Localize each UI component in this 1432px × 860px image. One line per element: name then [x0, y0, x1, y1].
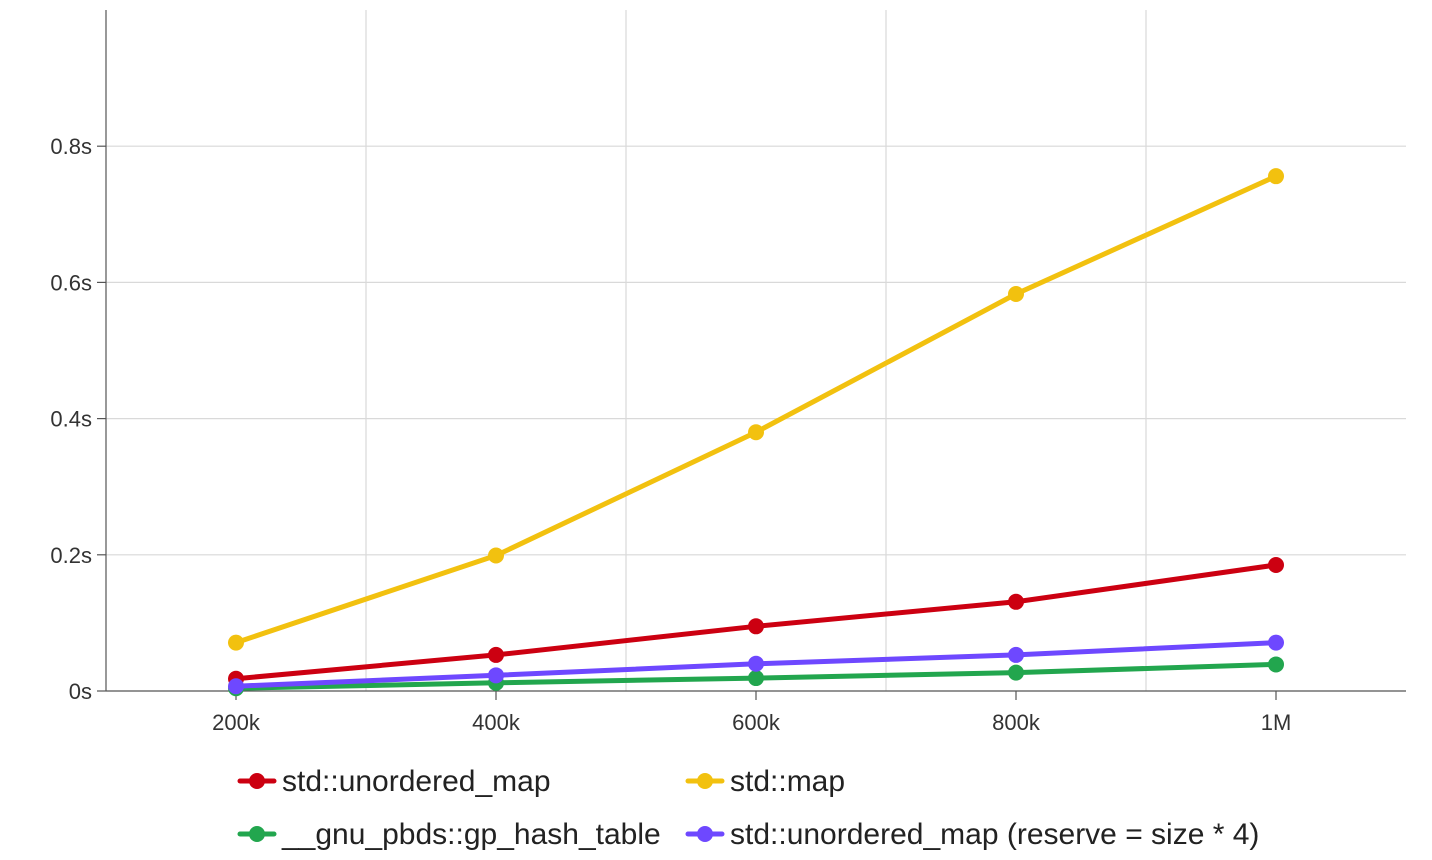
data-point: [1268, 634, 1284, 651]
legend-label: std::map: [730, 765, 845, 798]
legend-item-0[interactable]: std::unordered_map: [237, 765, 551, 798]
data-point: [488, 667, 504, 684]
axis-layer: 0s 0.2s 0.4s 0.6s 0.8s 200k 400k 600k 800k 1M: [50, 10, 1406, 735]
data-point: [748, 618, 764, 635]
data-point: [1008, 664, 1024, 681]
x-tick-label: 200k: [212, 710, 261, 735]
data-point: [1268, 557, 1284, 574]
legend-marker-icon: [249, 826, 265, 842]
x-tick-label: 800k: [992, 710, 1041, 735]
y-tick-label: 0.6s: [50, 270, 92, 295]
data-point: [228, 678, 244, 695]
data-point: [1008, 646, 1024, 663]
data-point: [488, 646, 504, 663]
legend-item-3[interactable]: std::unordered_map (reserve = size * 4): [685, 818, 1259, 851]
series-0: [228, 557, 1284, 687]
x-tick-label: 600k: [732, 710, 781, 735]
legend-label: __gnu_pbds::gp_hash_table: [281, 818, 661, 851]
legend-marker-icon: [697, 826, 713, 842]
legend-label: std::unordered_map (reserve = size * 4): [730, 818, 1259, 851]
legend-marker-icon: [249, 773, 265, 789]
data-point: [1008, 593, 1024, 610]
x-tick-label: 400k: [472, 710, 521, 735]
y-tick-label: 0s: [69, 679, 92, 704]
series-layer: [228, 168, 1284, 697]
data-point: [1268, 656, 1284, 673]
legend-item-2[interactable]: __gnu_pbds::gp_hash_table: [237, 818, 661, 851]
data-point: [1268, 168, 1284, 185]
data-point: [228, 634, 244, 651]
legend-marker-icon: [697, 773, 713, 789]
legend: std::unordered_map std::map__gnu_pbds::gp…: [237, 765, 1259, 851]
grid-layer: [106, 10, 1406, 691]
data-point: [1008, 285, 1024, 302]
data-point: [748, 670, 764, 687]
series-1: [228, 168, 1284, 651]
y-tick-label: 0.8s: [50, 134, 92, 159]
legend-label: std::unordered_map: [282, 765, 551, 798]
data-point: [748, 655, 764, 672]
legend-item-1[interactable]: std::map: [685, 765, 845, 798]
data-point: [488, 547, 504, 564]
series-line: [233, 173, 1279, 646]
y-tick-label: 0.2s: [50, 543, 92, 568]
x-tick-label: 1M: [1261, 710, 1292, 735]
y-tick-label: 0.4s: [50, 407, 92, 432]
data-point: [748, 424, 764, 441]
series-3: [228, 634, 1284, 695]
